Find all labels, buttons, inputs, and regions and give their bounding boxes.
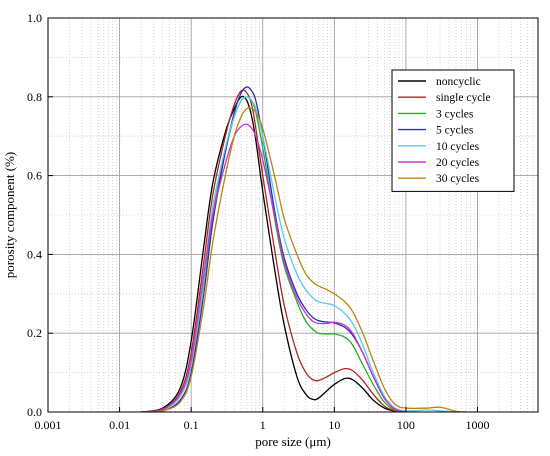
legend-label-30-cycles: 30 cycles: [436, 173, 480, 185]
legend-label-20-cycles: 20 cycles: [436, 157, 480, 169]
series-lines: [141, 86, 467, 412]
series-line-noncyclic: [141, 95, 406, 412]
x-tick-label: 1: [260, 418, 266, 432]
x-tick-label: 10: [328, 418, 340, 432]
legend-label-3-cycles: 3 cycles: [436, 108, 474, 120]
legend-label-noncyclic: noncyclic: [436, 76, 481, 88]
x-tick-label: 100: [397, 418, 415, 432]
x-tick-label: 0.1: [184, 418, 199, 432]
y-tick-label: 0.6: [27, 169, 42, 183]
legend-label-10-cycles: 10 cycles: [436, 141, 480, 153]
y-axis-label: porosity component (%): [2, 152, 17, 278]
series-line-single-cycle: [141, 89, 406, 412]
legend-label-single-cycle: single cycle: [436, 92, 491, 104]
y-tick-label: 0.0: [27, 405, 42, 419]
series-line-10-cycles: [141, 96, 457, 412]
x-tick-label: 0.01: [109, 418, 130, 432]
axis-ticks: 0.001 0.01 0.1 1 10 100 1000 0.0 0.2 0.4 0.6 0.8 1.0: [27, 11, 490, 432]
x-tick-label: 1000: [466, 418, 490, 432]
legend-label-5-cycles: 5 cycles: [436, 125, 474, 137]
series-line-5-cycles: [141, 86, 407, 412]
legend: noncyclic single cycle 3 cycles 5 cycles 10 …: [391, 69, 515, 192]
plot-frame: [47, 17, 539, 413]
y-tick-label: 1.0: [27, 11, 42, 25]
y-tick-label: 0.8: [27, 90, 42, 104]
y-tick-label: 0.2: [27, 326, 42, 340]
y-tick-label: 0.4: [27, 247, 42, 261]
x-tick-label: 0.001: [35, 418, 62, 432]
x-axis-label: pore size (μm): [255, 434, 331, 449]
series-line-20-cycles: [141, 123, 407, 412]
legend-box: [391, 69, 515, 192]
series-line-30-cycles: [141, 107, 467, 412]
